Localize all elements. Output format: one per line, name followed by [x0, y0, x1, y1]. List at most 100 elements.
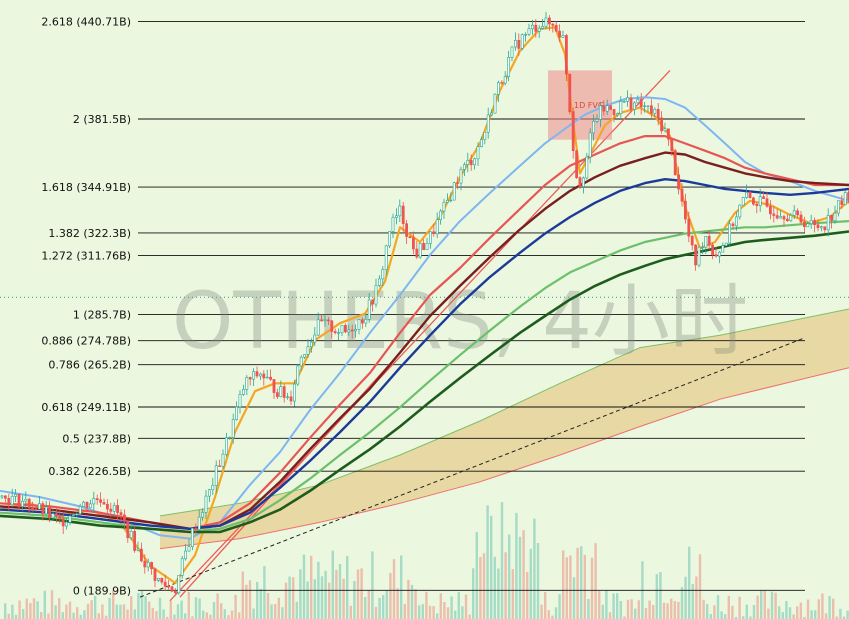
fib-label-0.618: 0.618 (249.11B)	[41, 401, 131, 414]
volume-bar	[94, 595, 97, 619]
volume-bar	[50, 590, 54, 619]
candle-body	[65, 521, 69, 527]
candle-body	[20, 500, 24, 507]
candle-body	[0, 495, 4, 498]
volume-bar	[806, 599, 810, 619]
volume-bar	[356, 569, 360, 619]
band-upper-edge	[159, 308, 849, 517]
candle-body	[449, 199, 453, 202]
volume-bar	[241, 571, 244, 619]
volume-bar	[745, 604, 748, 619]
candle-body	[663, 128, 667, 132]
candle-body	[44, 506, 48, 515]
candle-body	[384, 245, 388, 270]
candle-body	[476, 146, 480, 160]
candle-body	[116, 505, 120, 513]
candle-body	[707, 236, 711, 246]
fib-label-0.886: 0.886 (274.78B)	[41, 335, 131, 348]
candle-body	[371, 299, 375, 305]
volume-bar	[590, 557, 594, 619]
candle-body	[391, 217, 395, 232]
volume-bar	[562, 550, 565, 619]
candle-body	[228, 436, 232, 439]
volume-bar	[760, 590, 763, 619]
candle-body	[364, 318, 368, 324]
candle-body	[697, 246, 701, 266]
candle-body	[439, 210, 443, 221]
candle-body	[755, 203, 759, 206]
candle-body	[187, 546, 191, 552]
volume-bar	[396, 588, 399, 619]
candle-body	[520, 34, 524, 49]
volume-bar	[619, 601, 622, 619]
candle-body	[660, 117, 664, 132]
volume-bar	[461, 606, 464, 619]
fvg-rect	[548, 70, 612, 140]
candle-body	[612, 109, 616, 116]
candle-body	[174, 590, 177, 594]
watermark-text: OTHERS, 4小时	[172, 277, 748, 367]
candle-body	[150, 562, 154, 570]
candle-body	[381, 269, 385, 280]
candle-body	[748, 192, 752, 199]
candle-body	[435, 219, 439, 235]
volume-bar	[770, 591, 774, 619]
volume-bar	[623, 616, 626, 619]
volume-bar	[360, 568, 363, 619]
volume-bar	[533, 518, 536, 619]
volume-bar	[166, 616, 169, 619]
volume-bar	[734, 617, 738, 619]
candle-body	[738, 204, 742, 218]
volume-bar	[407, 579, 410, 619]
candle-body	[496, 82, 500, 95]
candle-body	[24, 498, 28, 502]
candle-body	[218, 465, 222, 467]
candle-body	[106, 503, 109, 510]
candle-body	[561, 35, 565, 38]
volume-bar	[198, 598, 201, 619]
candle-body	[792, 210, 796, 216]
volume-bar	[292, 577, 295, 619]
candle-body	[374, 285, 378, 305]
volume-bar	[504, 552, 507, 619]
candle-body	[194, 527, 198, 530]
candle-body	[677, 174, 681, 190]
candle-body	[299, 356, 303, 367]
candle-body	[503, 76, 507, 84]
volume-bar	[580, 546, 583, 619]
volume-bar	[493, 556, 496, 619]
candle-body	[751, 197, 755, 205]
candle-body	[126, 521, 130, 539]
volume-bar	[706, 604, 709, 619]
volume-bar	[65, 604, 68, 619]
volume-bar	[385, 590, 388, 619]
volume-bar	[688, 546, 691, 619]
candle-body	[309, 341, 313, 348]
candle-body	[700, 246, 704, 249]
candle-body	[208, 489, 211, 497]
fib-label-0.5: 0.5 (237.8B)	[62, 432, 131, 445]
volume-bar	[457, 592, 460, 619]
volume-bar	[364, 597, 367, 619]
candle-body	[632, 102, 636, 110]
candle-body	[714, 254, 718, 257]
candle-body	[500, 82, 504, 84]
candle-body	[61, 518, 65, 527]
volume-bar	[162, 609, 165, 619]
volume-bar	[29, 603, 32, 619]
candle-body	[728, 223, 732, 244]
volume-bar	[799, 602, 802, 619]
volume-bar	[436, 613, 439, 619]
volume-bar	[421, 604, 424, 619]
candle-body	[490, 112, 494, 116]
volume-bar	[709, 614, 712, 619]
volume-bar	[652, 605, 655, 619]
volume-bar	[796, 606, 799, 619]
volume-bar	[158, 597, 162, 619]
candle-body	[367, 299, 371, 320]
candle-body	[31, 507, 35, 510]
candle-body	[456, 182, 460, 184]
volume-bar	[439, 593, 442, 619]
volume-bar	[662, 602, 666, 619]
volume-bar	[630, 599, 633, 619]
